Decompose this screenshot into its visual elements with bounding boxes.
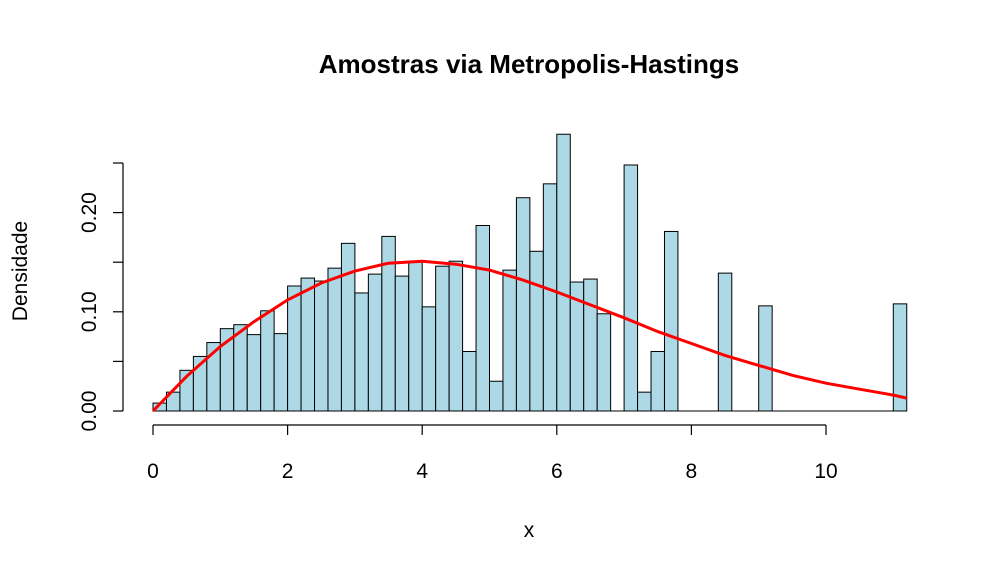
histogram-bar [717, 272, 733, 412]
x-tick-label: 6 [551, 460, 563, 483]
histogram-bar [556, 133, 571, 412]
histogram-bar [287, 285, 302, 412]
histogram-bar [327, 267, 342, 412]
histogram-bar [354, 292, 369, 412]
y-tick-label: 0.00 [78, 391, 101, 432]
histogram-bar [233, 324, 248, 412]
histogram-bars [152, 133, 908, 412]
histogram-bar [314, 280, 329, 412]
histogram-bar [515, 197, 531, 412]
histogram-bar [408, 260, 423, 412]
histogram-bar [583, 278, 598, 412]
histogram-bar [394, 275, 410, 412]
x-tick-label: 4 [416, 460, 428, 483]
histogram-bar [596, 313, 612, 412]
histogram-bar [650, 350, 665, 412]
histogram-bar [542, 183, 558, 412]
histogram-bar [663, 230, 679, 412]
density-curve-layer [151, 259, 908, 413]
histogram-bar [435, 265, 450, 412]
histogram-bar [340, 242, 356, 412]
histogram-bar [758, 305, 773, 412]
histogram-bar [367, 273, 383, 412]
histogram-bar [529, 250, 544, 412]
x-tick-label: 8 [686, 460, 698, 483]
histogram-bar [475, 224, 491, 412]
histogram-bar [246, 334, 262, 412]
histogram-bar [448, 260, 464, 412]
histogram-bar [273, 333, 289, 412]
histogram-bar [421, 306, 437, 412]
histogram-bar [300, 277, 316, 412]
histogram-bar [260, 310, 275, 412]
y-tick-label: 0.10 [78, 291, 101, 332]
histogram-bar [489, 380, 504, 412]
x-tick-label: 10 [814, 460, 837, 483]
x-axis-label: x [524, 519, 535, 542]
y-tick-label: 0.20 [78, 192, 101, 233]
histogram-bar [502, 269, 517, 412]
x-tick-label: 2 [282, 460, 294, 483]
chart-title: Amostras via Metropolis-Hastings [319, 49, 739, 79]
histogram-bar [462, 350, 477, 412]
histogram-bar [637, 391, 652, 412]
density-curve [151, 259, 908, 413]
y-axis-label: Densidade [9, 221, 32, 321]
histogram-bar [623, 164, 639, 412]
x-tick-label: 0 [147, 460, 159, 483]
x-axis: 0 2 4 6 8 10 [147, 424, 838, 483]
y-axis: 0.00 0.10 0.20 [78, 162, 124, 432]
